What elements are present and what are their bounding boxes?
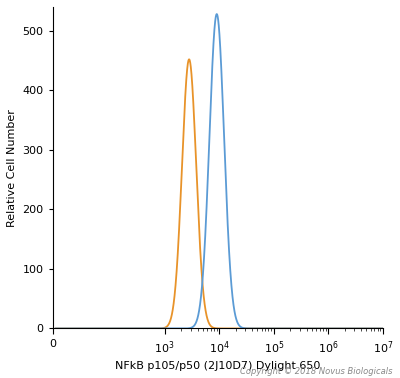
Y-axis label: Relative Cell Number: Relative Cell Number — [7, 109, 17, 227]
X-axis label: NFkB p105/p50 (2J10D7) Dylight 650: NFkB p105/p50 (2J10D7) Dylight 650 — [115, 361, 320, 371]
Text: Copyright © 2018 Novus Biologicals: Copyright © 2018 Novus Biologicals — [240, 367, 392, 376]
